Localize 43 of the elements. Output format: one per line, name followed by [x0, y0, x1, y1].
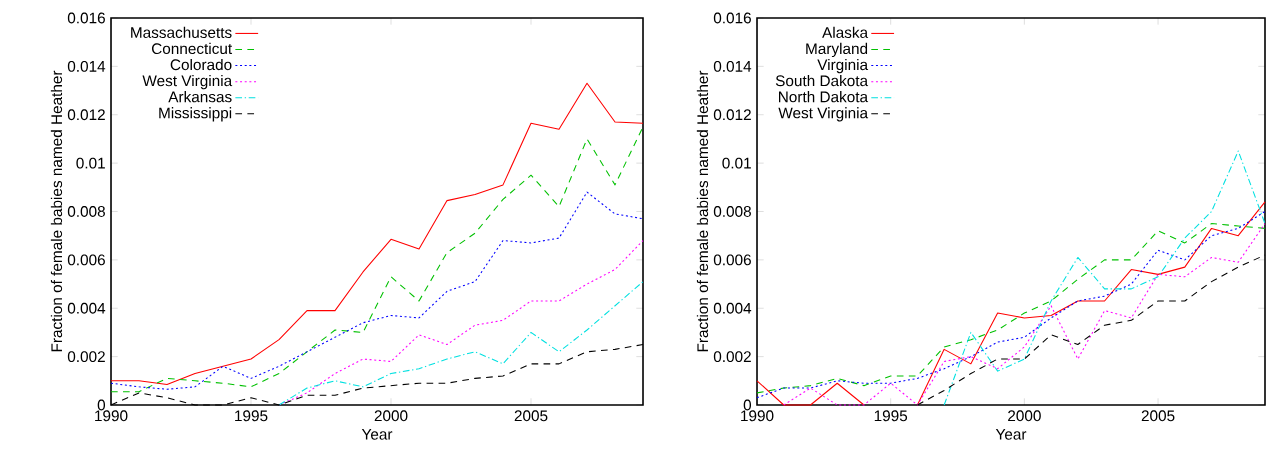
x-tick-label: 1995 [235, 410, 268, 422]
legend-label: South Dakota [775, 74, 869, 87]
x-tick-label: 1990 [741, 410, 774, 422]
x-tick-label: 2005 [514, 410, 548, 422]
legend-label: Maryland [806, 42, 868, 58]
x-tick-label: 2000 [1008, 410, 1041, 422]
x-tick-label: 2005 [1141, 410, 1175, 422]
line-series [943, 150, 1266, 406]
x-tick-label: 1995 [874, 410, 908, 422]
legend-label: Connecticut [151, 42, 233, 55]
legend-label: Mississippi [159, 107, 232, 122]
legend-label: West Virginia [778, 107, 869, 122]
y-tick-label: 0.01 [76, 157, 105, 169]
y-tick-label: 0.012 [67, 109, 105, 121]
y-tick-label: 0.008 [67, 206, 105, 217]
legend-label: Virginia [817, 58, 869, 74]
y-tick-label: 0.01 [722, 157, 751, 169]
x-axis-title: Year [361, 429, 393, 440]
y-axis-title: Fraction of female babies named Heather [696, 70, 709, 352]
y-tick-label: 0.002 [67, 351, 105, 363]
y-tick-label: 0.012 [713, 109, 751, 121]
y-tick-label: 0.014 [713, 60, 752, 72]
y-axis-title: Fraction of female babies named Heather [50, 70, 63, 352]
y-tick-label: 0.014 [67, 60, 106, 72]
y-tick-label: 0 [743, 399, 752, 411]
legend-label: Alaska [822, 26, 869, 38]
y-tick-label: 0.006 [67, 254, 105, 266]
y-tick-label: 0.004 [713, 302, 752, 314]
legend-label: West Virginia [142, 74, 233, 90]
y-tick-label: 0.004 [67, 302, 106, 314]
y-tick-label: 0.016 [713, 12, 751, 24]
y-tick-label: 0.006 [713, 254, 751, 266]
x-axis-title: Year [995, 429, 1027, 440]
legend-label: North Dakota [779, 91, 869, 103]
x-tick-label: 2000 [374, 410, 408, 422]
y-tick-label: 0.002 [713, 351, 751, 363]
y-tick-label: 0.008 [713, 206, 751, 217]
x-tick-label: 1990 [95, 410, 128, 422]
y-tick-label: 0 [97, 399, 106, 411]
y-tick-label: 0.016 [67, 12, 105, 24]
legend-label: Massachusetts [131, 26, 232, 38]
legend-label: Colorado [170, 58, 232, 71]
legend-label: Arkansas [168, 91, 232, 103]
